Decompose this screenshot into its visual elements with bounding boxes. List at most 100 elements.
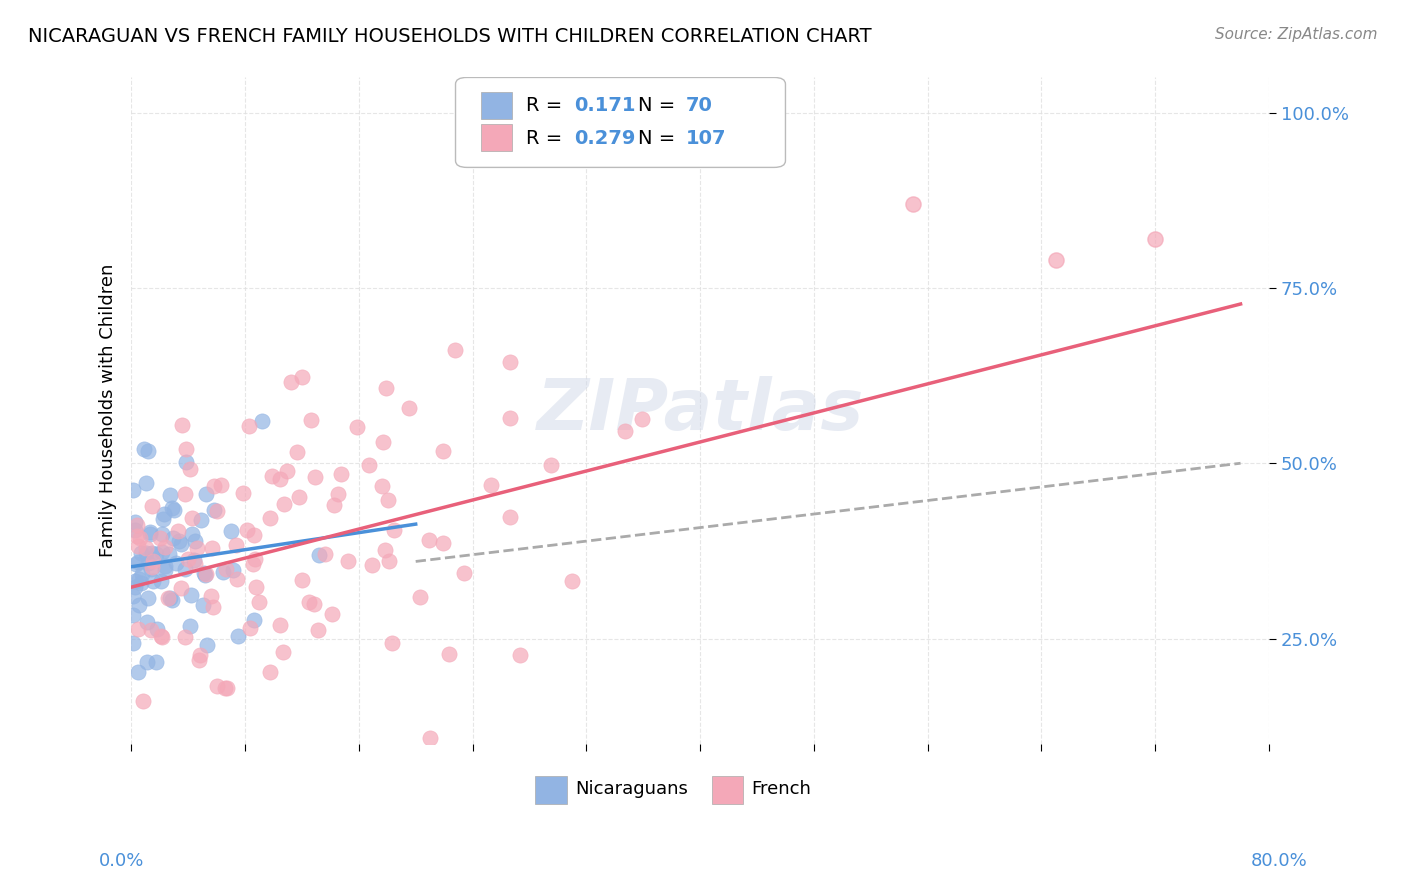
- Point: [498, 410, 520, 425]
- Point: [177, 551, 200, 566]
- Point: [202, 503, 225, 517]
- Point: [384, 523, 406, 537]
- Point: [215, 681, 238, 696]
- Point: [127, 528, 149, 542]
- Point: [159, 591, 181, 606]
- Point: [212, 565, 235, 579]
- Point: [138, 591, 160, 605]
- Point: [269, 472, 291, 486]
- Point: [135, 541, 157, 555]
- Point: [201, 541, 224, 555]
- Point: [183, 533, 205, 548]
- Point: [280, 375, 302, 389]
- Point: [172, 772, 194, 786]
- Point: [346, 420, 368, 434]
- Point: [124, 574, 146, 588]
- Point: [162, 500, 184, 515]
- Point: [136, 556, 159, 570]
- Point: [222, 563, 245, 577]
- Point: [194, 486, 217, 500]
- Point: [193, 772, 215, 786]
- Point: [1144, 232, 1167, 246]
- Point: [304, 470, 326, 484]
- Point: [398, 401, 420, 415]
- Point: [127, 555, 149, 569]
- Point: [139, 527, 162, 541]
- Point: [444, 343, 467, 358]
- Point: [271, 645, 294, 659]
- Point: [276, 464, 298, 478]
- Point: [127, 539, 149, 553]
- Point: [157, 591, 180, 605]
- Point: [127, 518, 149, 533]
- Point: [141, 561, 163, 575]
- FancyBboxPatch shape: [536, 776, 567, 804]
- Point: [260, 468, 283, 483]
- Point: [141, 559, 163, 574]
- Point: [409, 590, 432, 604]
- Point: [128, 573, 150, 587]
- Point: [226, 629, 249, 643]
- Point: [243, 527, 266, 541]
- Point: [381, 636, 404, 650]
- Point: [150, 526, 173, 541]
- Point: [122, 483, 145, 498]
- Point: [243, 613, 266, 627]
- Point: [509, 648, 531, 663]
- Point: [157, 547, 180, 561]
- Point: [173, 562, 195, 576]
- Point: [193, 566, 215, 580]
- Point: [290, 369, 312, 384]
- Point: [1215, 757, 1237, 772]
- Point: [298, 595, 321, 609]
- Point: [127, 665, 149, 680]
- Point: [307, 624, 329, 638]
- Point: [149, 531, 172, 545]
- Point: [153, 540, 176, 554]
- Point: [179, 462, 201, 476]
- Point: [136, 443, 159, 458]
- Point: [162, 531, 184, 545]
- Point: [453, 566, 475, 581]
- Point: [152, 512, 174, 526]
- Point: [135, 615, 157, 629]
- Point: [242, 557, 264, 571]
- Text: 70: 70: [685, 96, 713, 115]
- Point: [323, 498, 346, 512]
- Point: [232, 486, 254, 500]
- Point: [225, 538, 247, 552]
- Point: [432, 536, 454, 550]
- Point: [181, 527, 204, 541]
- Point: [336, 554, 359, 568]
- Text: 0.0%: 0.0%: [98, 852, 143, 870]
- Text: 107: 107: [685, 129, 725, 148]
- Point: [209, 478, 232, 492]
- Point: [205, 503, 228, 517]
- Point: [418, 533, 440, 547]
- Point: [188, 653, 211, 667]
- Point: [360, 558, 382, 573]
- Point: [321, 607, 343, 621]
- Point: [129, 546, 152, 560]
- Point: [373, 434, 395, 449]
- Point: [139, 623, 162, 637]
- Point: [200, 589, 222, 603]
- Point: [299, 412, 322, 426]
- Point: [141, 574, 163, 588]
- Point: [124, 523, 146, 537]
- Point: [141, 546, 163, 560]
- Point: [183, 558, 205, 572]
- Point: [150, 630, 173, 644]
- FancyBboxPatch shape: [711, 776, 744, 804]
- Point: [145, 548, 167, 562]
- Text: R =: R =: [526, 96, 568, 115]
- Point: [150, 545, 173, 559]
- Point: [183, 553, 205, 567]
- Point: [357, 458, 380, 473]
- Point: [499, 355, 522, 369]
- Point: [165, 557, 187, 571]
- Point: [170, 581, 193, 595]
- Point: [160, 593, 183, 607]
- Point: [142, 554, 165, 568]
- Point: [202, 479, 225, 493]
